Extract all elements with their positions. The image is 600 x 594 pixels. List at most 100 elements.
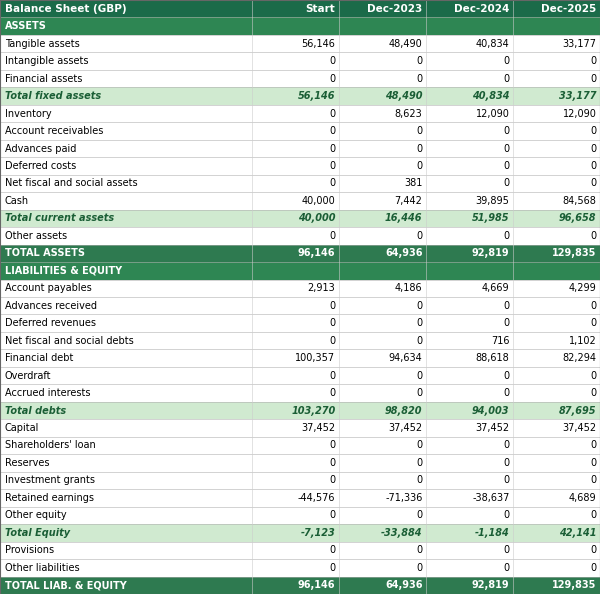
Text: 0: 0 xyxy=(503,231,509,241)
Bar xyxy=(0,524,600,542)
Bar xyxy=(0,507,600,524)
Text: Start: Start xyxy=(305,4,335,14)
Text: 37,452: 37,452 xyxy=(562,423,596,433)
Bar xyxy=(0,297,600,314)
Text: 56,146: 56,146 xyxy=(298,91,335,101)
Text: 0: 0 xyxy=(503,545,509,555)
Bar xyxy=(0,52,600,70)
Text: 0: 0 xyxy=(416,144,422,153)
Text: 0: 0 xyxy=(416,510,422,520)
Text: 0: 0 xyxy=(503,371,509,381)
Text: 0: 0 xyxy=(416,441,422,450)
Text: 39,895: 39,895 xyxy=(476,196,509,206)
Text: 0: 0 xyxy=(503,563,509,573)
Text: 0: 0 xyxy=(590,510,596,520)
Text: 96,146: 96,146 xyxy=(298,248,335,258)
Text: 92,819: 92,819 xyxy=(472,580,509,590)
Bar xyxy=(0,192,600,210)
Text: 0: 0 xyxy=(416,126,422,136)
Text: 8,623: 8,623 xyxy=(395,109,422,119)
Text: 48,490: 48,490 xyxy=(385,91,422,101)
Text: 129,835: 129,835 xyxy=(552,248,596,258)
Text: 0: 0 xyxy=(590,126,596,136)
Text: Dec-2025: Dec-2025 xyxy=(541,4,596,14)
Text: 40,834: 40,834 xyxy=(476,39,509,49)
Text: 0: 0 xyxy=(329,144,335,153)
Text: 92,819: 92,819 xyxy=(472,248,509,258)
Text: Accrued interests: Accrued interests xyxy=(5,388,90,398)
Bar xyxy=(0,367,600,384)
Bar xyxy=(0,542,600,559)
Text: 716: 716 xyxy=(491,336,509,346)
Text: 0: 0 xyxy=(416,231,422,241)
Text: 0: 0 xyxy=(329,371,335,381)
Text: 0: 0 xyxy=(416,318,422,328)
Text: Financial debt: Financial debt xyxy=(5,353,73,363)
Text: 0: 0 xyxy=(329,458,335,468)
Bar xyxy=(0,210,600,227)
Text: 0: 0 xyxy=(416,458,422,468)
Bar xyxy=(0,454,600,472)
Text: 64,936: 64,936 xyxy=(385,248,422,258)
Text: LIABILITIES & EQUITY: LIABILITIES & EQUITY xyxy=(5,266,122,276)
Text: 0: 0 xyxy=(329,563,335,573)
Text: 0: 0 xyxy=(590,475,596,485)
Bar xyxy=(0,280,600,297)
Bar xyxy=(0,402,600,419)
Text: Other equity: Other equity xyxy=(5,510,67,520)
Text: 4,689: 4,689 xyxy=(569,493,596,503)
Text: 96,658: 96,658 xyxy=(559,213,596,223)
Text: 0: 0 xyxy=(503,301,509,311)
Text: Deferred costs: Deferred costs xyxy=(5,161,76,171)
Bar xyxy=(0,227,600,245)
Text: 103,270: 103,270 xyxy=(291,406,335,416)
Text: 0: 0 xyxy=(590,74,596,84)
Text: -44,576: -44,576 xyxy=(298,493,335,503)
Text: 0: 0 xyxy=(503,475,509,485)
Bar xyxy=(0,437,600,454)
Text: 0: 0 xyxy=(590,56,596,66)
Text: Retained earnings: Retained earnings xyxy=(5,493,94,503)
Text: 381: 381 xyxy=(404,178,422,188)
Text: 33,177: 33,177 xyxy=(562,39,596,49)
Text: Deferred revenues: Deferred revenues xyxy=(5,318,96,328)
Text: 94,634: 94,634 xyxy=(389,353,422,363)
Text: 0: 0 xyxy=(329,126,335,136)
Text: Account payables: Account payables xyxy=(5,283,92,293)
Bar xyxy=(0,489,600,507)
Text: Tangible assets: Tangible assets xyxy=(5,39,80,49)
Text: Net fiscal and social assets: Net fiscal and social assets xyxy=(5,178,137,188)
Text: 0: 0 xyxy=(590,371,596,381)
Text: 4,186: 4,186 xyxy=(395,283,422,293)
Bar xyxy=(0,472,600,489)
Bar xyxy=(0,70,600,87)
Bar xyxy=(0,17,600,35)
Text: 0: 0 xyxy=(503,56,509,66)
Text: 0: 0 xyxy=(329,161,335,171)
Bar xyxy=(0,332,600,349)
Text: 0: 0 xyxy=(503,126,509,136)
Bar xyxy=(0,87,600,105)
Text: 42,141: 42,141 xyxy=(559,528,596,538)
Text: Advances received: Advances received xyxy=(5,301,97,311)
Text: 4,299: 4,299 xyxy=(569,283,596,293)
Bar xyxy=(0,419,600,437)
Text: 16,446: 16,446 xyxy=(385,213,422,223)
Text: Total Equity: Total Equity xyxy=(5,528,70,538)
Text: 0: 0 xyxy=(416,56,422,66)
Text: 82,294: 82,294 xyxy=(562,353,596,363)
Text: 40,834: 40,834 xyxy=(472,91,509,101)
Bar xyxy=(0,577,600,594)
Text: 0: 0 xyxy=(590,161,596,171)
Text: 96,146: 96,146 xyxy=(298,580,335,590)
Text: Investment grants: Investment grants xyxy=(5,475,95,485)
Text: Overdraft: Overdraft xyxy=(5,371,52,381)
Text: 0: 0 xyxy=(503,388,509,398)
Text: 84,568: 84,568 xyxy=(563,196,596,206)
Text: 0: 0 xyxy=(329,56,335,66)
Text: 0: 0 xyxy=(590,563,596,573)
Bar xyxy=(0,0,600,17)
Text: 0: 0 xyxy=(329,109,335,119)
Text: Balance Sheet (GBP): Balance Sheet (GBP) xyxy=(5,4,127,14)
Text: -33,884: -33,884 xyxy=(381,528,422,538)
